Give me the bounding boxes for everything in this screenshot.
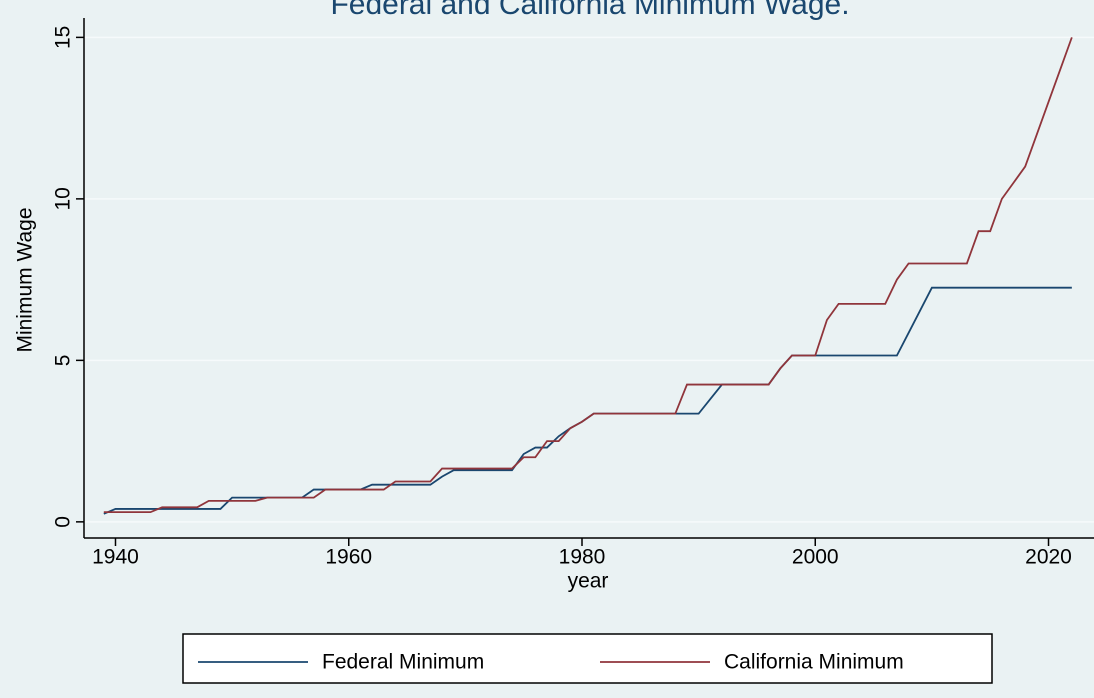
- x-tick-label: 1940: [92, 546, 139, 569]
- x-tick-label: 1980: [559, 546, 606, 569]
- series-line: [103, 37, 1073, 514]
- x-axis-title: year: [568, 570, 609, 593]
- chart-title: Federal and California Minimum Wage.: [330, 0, 849, 21]
- y-axis-title: Minimum Wage: [14, 207, 37, 352]
- y-tick-label: 0: [52, 516, 75, 528]
- x-tick-label: 1960: [325, 546, 372, 569]
- legend-label: California Minimum: [724, 651, 904, 674]
- y-tick-label: 5: [52, 355, 75, 367]
- legend-label: Federal Minimum: [322, 651, 484, 674]
- legend-box: [182, 633, 993, 684]
- x-tick-label: 2000: [792, 546, 839, 569]
- y-tick-label: 15: [52, 26, 75, 49]
- x-tick-label: 2020: [1025, 546, 1072, 569]
- y-tick-label: 10: [52, 187, 75, 210]
